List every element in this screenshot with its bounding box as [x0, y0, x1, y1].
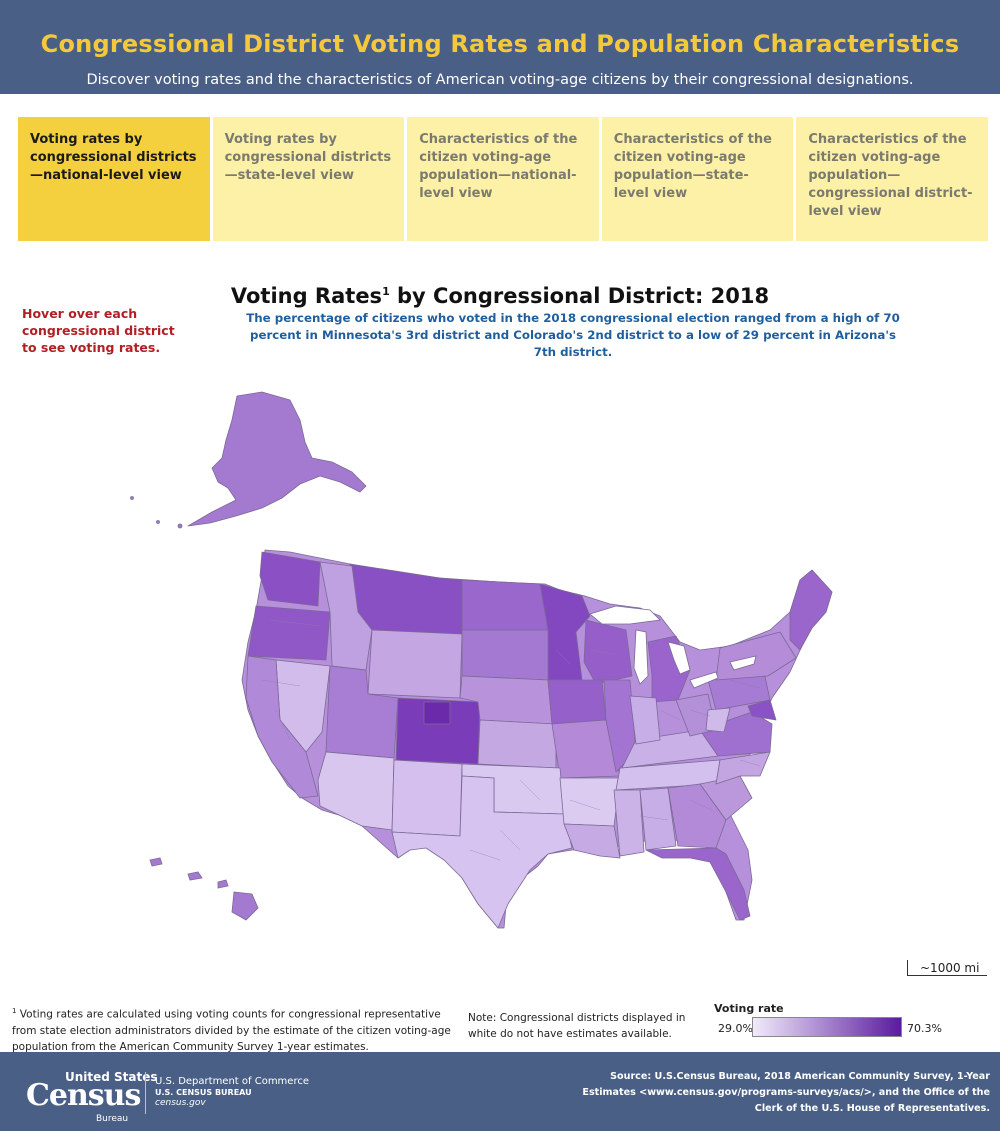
tab-characteristics-national[interactable]: Characteristics of the citizen voting-ag…: [407, 117, 599, 241]
page-subtitle: Discover voting rates and the characteri…: [86, 72, 914, 88]
district-wyoming[interactable]: [367, 629, 463, 699]
district-arizona[interactable]: [317, 751, 395, 831]
census-logo-bottom: Bureau: [96, 1114, 129, 1124]
district-boundaries: [261, 619, 761, 861]
aleutian-islands: [177, 523, 183, 529]
district-texas[interactable]: [391, 775, 573, 929]
district-florida[interactable]: [645, 847, 751, 921]
map-subtitle: The percentage of citizens who voted in …: [246, 311, 900, 359]
map-title: Voting Rates1 by Congressional District:…: [0, 284, 1000, 308]
district-north-dakota[interactable]: [461, 579, 549, 631]
district-alaska[interactable]: [187, 391, 367, 527]
district-kansas[interactable]: [477, 719, 557, 769]
census-website-link[interactable]: census.gov: [155, 1098, 206, 1108]
legend-title: Voting rate: [714, 1002, 784, 1015]
page-title: Congressional District Voting Rates and …: [40, 30, 960, 58]
header-banner: Congressional District Voting Rates and …: [0, 0, 1000, 94]
footer: United States Census Bureau U.S. Departm…: [0, 1052, 1000, 1131]
district-hawaii-2[interactable]: [187, 871, 203, 881]
tab-characteristics-district[interactable]: Characteristics of the citizen voting-ag…: [796, 117, 988, 241]
legend-gradient-bar: [752, 1017, 902, 1037]
district-wisconsin[interactable]: [583, 619, 633, 685]
white-district-note: Note: Congressional districts displayed …: [468, 1012, 686, 1040]
district-mississippi[interactable]: [613, 789, 645, 857]
footnote-text: Voting rates are calculated using voting…: [12, 1008, 451, 1053]
lake-huron: [667, 641, 691, 675]
lake-superior: [589, 605, 661, 625]
district-new-mexico[interactable]: [391, 759, 463, 837]
aleutian-islands: [156, 520, 160, 524]
aleutian-islands: [130, 496, 134, 500]
district-south-dakota[interactable]: [461, 629, 549, 681]
district-oregon[interactable]: [247, 605, 331, 661]
district-hawaii-4[interactable]: [231, 891, 259, 921]
lake-michigan: [633, 629, 649, 685]
map-title-main: Voting Rates: [230, 284, 383, 308]
scale-label: ~1000 mi: [920, 961, 980, 975]
hover-instruction: Hover over each congressional district t…: [22, 306, 175, 355]
lake-ontario: [729, 655, 757, 671]
district-maryland[interactable]: [747, 699, 777, 721]
district-hawaii-3[interactable]: [217, 879, 229, 889]
view-tabs: Voting rates by congressional districts—…: [18, 117, 988, 241]
source-text: Source: U.S.Census Bureau, 2018 American…: [582, 1071, 990, 1114]
map-title-year: by Congressional District: 2018: [389, 284, 770, 308]
district-alabama[interactable]: [639, 787, 677, 851]
legend-min-label: 29.0%: [718, 1022, 753, 1035]
district-california[interactable]: [245, 655, 319, 799]
district-west-virginia[interactable]: [705, 707, 731, 733]
tab-characteristics-state[interactable]: Characteristics of the citizen voting-ag…: [601, 117, 794, 241]
map-title-footnote-marker: 1: [382, 285, 390, 298]
district-north-carolina[interactable]: [715, 751, 771, 785]
district-idaho[interactable]: [319, 561, 373, 671]
footer-divider: [145, 1072, 146, 1114]
district-louisiana[interactable]: [563, 823, 621, 859]
bureau-name: U.S. CENSUS BUREAU: [155, 1088, 252, 1097]
district-arkansas[interactable]: [559, 777, 621, 827]
footnote-marker: 1: [12, 1007, 17, 1015]
district-colorado-2[interactable]: [423, 701, 451, 725]
district-hawaii-1[interactable]: [149, 857, 163, 867]
lake-erie: [689, 671, 719, 689]
district-virginia[interactable]: [699, 711, 773, 757]
legend-max-label: 70.3%: [907, 1022, 942, 1035]
census-logo-top: United States: [65, 1070, 158, 1084]
department-name: U.S. Department of Commerce: [155, 1076, 309, 1087]
tab-voting-state[interactable]: Voting rates by congressional districts—…: [212, 117, 405, 241]
census-logo[interactable]: Census: [26, 1078, 141, 1113]
scale-bar: [907, 960, 987, 976]
district-iowa[interactable]: [547, 679, 607, 725]
district-washington[interactable]: [259, 551, 321, 607]
district-indiana[interactable]: [629, 695, 661, 745]
tab-voting-national[interactable]: Voting rates by congressional districts—…: [18, 117, 210, 241]
footnote: 1 Voting rates are calculated using voti…: [12, 1003, 462, 1055]
district-new-england[interactable]: [789, 569, 833, 651]
district-map: [130, 391, 833, 929]
